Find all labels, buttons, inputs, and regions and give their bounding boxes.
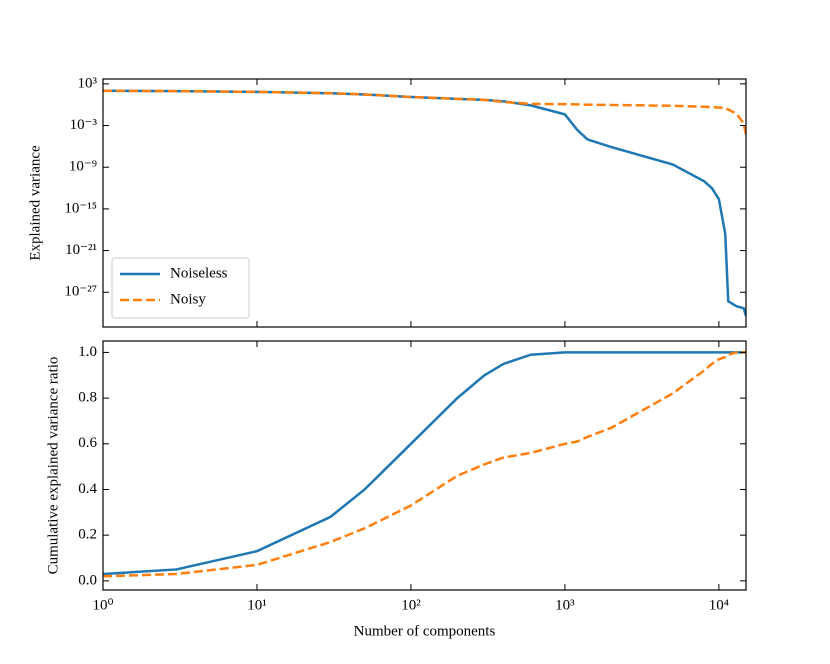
legend: Noiseless Noisy	[111, 257, 250, 319]
y-tick-label: 0.6	[78, 435, 97, 451]
legend-label: Noiseless	[170, 265, 228, 281]
y-tick-label: 10⁻³	[70, 117, 98, 133]
series-line	[103, 89, 746, 135]
x-tick-label: 10⁴	[709, 597, 729, 613]
y-axis-label: Explained variance	[27, 145, 43, 261]
y-tick-label: 1.0	[78, 344, 97, 360]
plot-area	[103, 351, 746, 578]
series-line	[103, 351, 746, 578]
y-tick-label: 0.8	[78, 390, 97, 406]
x-tick-label: 10³	[555, 597, 575, 613]
x-tick-label: 10⁰	[92, 597, 113, 613]
y-tick-label: 10⁻⁹	[69, 159, 97, 175]
axes-frame	[102, 340, 747, 591]
plot-area	[103, 89, 746, 317]
x-tick-label: 10¹	[247, 597, 267, 613]
y-tick-label: 0.4	[78, 481, 97, 497]
series-line	[103, 351, 746, 576]
y-axis-label: Cumulative explained variance ratio	[45, 357, 61, 575]
y-tick-label: 0.0	[78, 572, 97, 588]
axes-frame	[102, 78, 747, 328]
y-tick-label: 10⁻²¹	[65, 242, 97, 258]
y-tick-label: 10⁻²⁷	[64, 284, 97, 300]
y-tick-label: 10³	[78, 75, 98, 91]
x-axis-label: Number of components	[354, 623, 496, 639]
x-tick-label: 10²	[401, 597, 421, 613]
y-tick-label: 0.2	[78, 527, 97, 543]
y-tick-label: 10⁻¹⁵	[64, 200, 97, 216]
legend-label: Noisy	[170, 291, 206, 307]
